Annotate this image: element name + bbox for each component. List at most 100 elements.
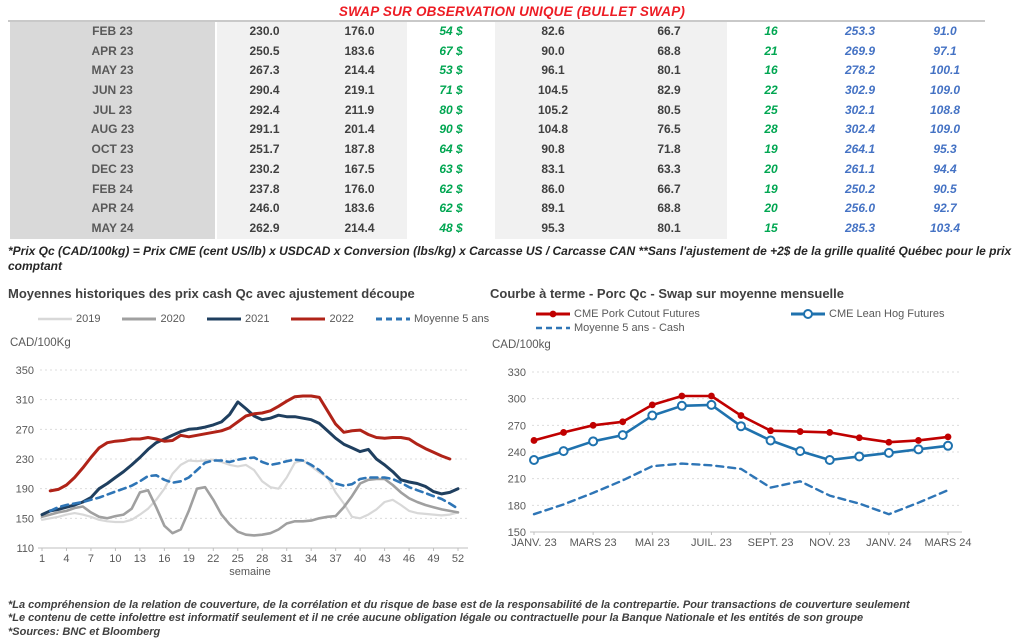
svg-text:240: 240 xyxy=(508,447,526,459)
svg-text:310: 310 xyxy=(16,394,34,406)
cell-cwt-us: 63.3 xyxy=(611,159,727,180)
svg-text:110: 110 xyxy=(16,543,34,555)
table-row: APR 23 250.5 183.6 67 $90.0 68.8 21 269.9 97.1 xyxy=(10,41,985,62)
cell-cwt-qc: 89.1 xyxy=(495,199,611,219)
forward-chart-title: Courbe à terme - Porc Qc - Swap sur moye… xyxy=(490,285,844,301)
cell-basis-dollar: 67 $ xyxy=(407,41,495,62)
cell-spread: 21 xyxy=(727,41,815,62)
cell-basis-dollar: 90 $ xyxy=(407,120,495,141)
cell-spread: 19 xyxy=(727,179,815,200)
cell-price-us: 183.6 xyxy=(312,41,407,62)
cell-future-cwt: 108.8 xyxy=(905,100,985,121)
cell-future-cwt: 97.1 xyxy=(905,41,985,62)
cell-month: MAY 23 xyxy=(10,61,217,82)
legend-item: 2020 xyxy=(122,313,185,325)
cell-future-qc: 302.9 xyxy=(815,81,905,101)
cell-cwt-qc: 96.1 xyxy=(495,61,611,82)
cell-basis-dollar: 62 $ xyxy=(407,199,495,219)
cell-basis-dollar: 53 $ xyxy=(407,61,495,82)
historical-chart-title: Moyennes historiques des prix cash Qc av… xyxy=(8,285,415,301)
cell-cwt-qc: 82.6 xyxy=(495,22,611,42)
charts-section: Moyennes historiques des prix cash Qc av… xyxy=(0,286,1024,585)
cell-cwt-us: 80.1 xyxy=(611,61,727,82)
cell-month: AUG 23 xyxy=(10,120,217,141)
legend-item: Moyenne 5 ans xyxy=(375,312,490,325)
cell-future-qc: 285.3 xyxy=(815,218,905,239)
legend-line-swatch xyxy=(375,317,410,321)
cell-future-qc: 253.3 xyxy=(815,22,905,42)
cell-price-qc: 246.0 xyxy=(217,199,312,219)
cell-future-qc: 278.2 xyxy=(815,61,905,82)
cell-month: MAY 24 xyxy=(10,218,217,239)
cell-price-qc: 250.5 xyxy=(217,41,312,62)
cell-price-us: 187.8 xyxy=(312,140,407,160)
cell-cwt-qc: 83.1 xyxy=(495,159,611,180)
svg-text:MAI 23: MAI 23 xyxy=(635,537,670,549)
cell-month: JUN 23 xyxy=(10,81,217,101)
cell-future-cwt: 92.7 xyxy=(905,199,985,219)
cell-price-us: 214.4 xyxy=(312,218,407,239)
cell-month: DEC 23 xyxy=(10,159,217,180)
svg-text:NOV. 23: NOV. 23 xyxy=(809,537,850,549)
cell-cwt-us: 82.9 xyxy=(611,81,727,101)
table-row: JUL 23 292.4 211.9 80 $105.2 80.5 25 302.1 108.… xyxy=(10,100,985,121)
cell-month: OCT 23 xyxy=(10,140,217,160)
cell-price-us: 176.0 xyxy=(312,22,407,42)
forward-curve-panel: Courbe à terme - Porc Qc - Swap sur moye… xyxy=(490,286,1024,585)
svg-text:13: 13 xyxy=(134,553,146,565)
svg-text:34: 34 xyxy=(305,553,317,565)
disclaimer-line: *La compréhension de la relation de couv… xyxy=(8,598,910,611)
cell-price-us: 167.5 xyxy=(312,159,407,180)
table-row: FEB 23 230.0 176.0 54 $82.6 66.7 16 253.3 91.0 xyxy=(10,22,985,42)
cell-cwt-qc: 105.2 xyxy=(495,100,611,121)
sources-line: *Sources: BNC et Bloomberg xyxy=(8,625,161,638)
cell-future-cwt: 91.0 xyxy=(905,22,985,42)
cell-basis-dollar: 80 $ xyxy=(407,100,495,121)
cell-month: FEB 24 xyxy=(10,179,217,200)
cell-spread: 25 xyxy=(727,100,815,121)
historical-prices-panel: Moyennes historiques des prix cash Qc av… xyxy=(8,285,489,585)
cell-basis-dollar: 71 $ xyxy=(407,81,495,101)
historical-prices-chart: CAD/100Kg 350 310 270 230 190 150 110 1 4 7 10 13 16 1… xyxy=(10,337,468,578)
svg-text:JANV. 24: JANV. 24 xyxy=(866,537,911,549)
legend-line-swatch xyxy=(38,317,72,320)
cell-price-qc: 292.4 xyxy=(217,100,312,121)
cell-cwt-us: 71.8 xyxy=(611,140,727,160)
legend-label: 2021 xyxy=(244,312,270,325)
cell-cwt-qc: 104.8 xyxy=(495,120,611,141)
svg-text:CAD/100kg: CAD/100kg xyxy=(492,339,551,351)
cell-cwt-qc: 86.0 xyxy=(495,179,611,200)
svg-text:230: 230 xyxy=(16,454,34,466)
cell-future-qc: 264.1 xyxy=(815,140,905,160)
cell-future-qc: 269.9 xyxy=(815,41,905,62)
cell-cwt-us: 66.7 xyxy=(611,179,727,200)
svg-text:JANV. 23: JANV. 23 xyxy=(511,537,556,549)
cell-cwt-qc: 90.0 xyxy=(495,41,611,62)
svg-text:190: 190 xyxy=(16,483,34,495)
cell-basis-dollar: 63 $ xyxy=(407,159,495,180)
legend-label: Moyenne 5 ans xyxy=(413,312,490,325)
forward-chart-legend: CME Pork Cutout Futures CME Lean Hog Futu… xyxy=(536,308,1024,334)
cell-price-us: 176.0 xyxy=(312,179,407,200)
svg-text:semaine: semaine xyxy=(229,566,271,578)
svg-text:270: 270 xyxy=(16,424,34,436)
cell-future-cwt: 90.5 xyxy=(905,179,985,200)
svg-text:MARS 23: MARS 23 xyxy=(570,537,617,549)
cell-cwt-us: 68.8 xyxy=(611,41,727,62)
legend-line-swatch xyxy=(536,310,570,317)
svg-text:CAD/100Kg: CAD/100Kg xyxy=(10,337,71,349)
cell-spread: 28 xyxy=(727,120,815,141)
svg-text:270: 270 xyxy=(508,420,526,432)
cell-spread: 19 xyxy=(727,140,815,160)
cell-basis-dollar: 62 $ xyxy=(407,179,495,200)
cell-price-us: 214.4 xyxy=(312,61,407,82)
svg-text:43: 43 xyxy=(378,553,390,565)
cell-cwt-qc: 104.5 xyxy=(495,81,611,101)
cell-price-qc: 251.7 xyxy=(217,140,312,160)
title-divider xyxy=(8,20,985,22)
legend-label: Moyenne 5 ans - Cash xyxy=(574,321,685,334)
svg-text:25: 25 xyxy=(232,553,244,565)
cell-spread: 20 xyxy=(727,199,815,219)
legend-label: 2022 xyxy=(329,312,354,325)
cell-price-us: 201.4 xyxy=(312,120,407,141)
